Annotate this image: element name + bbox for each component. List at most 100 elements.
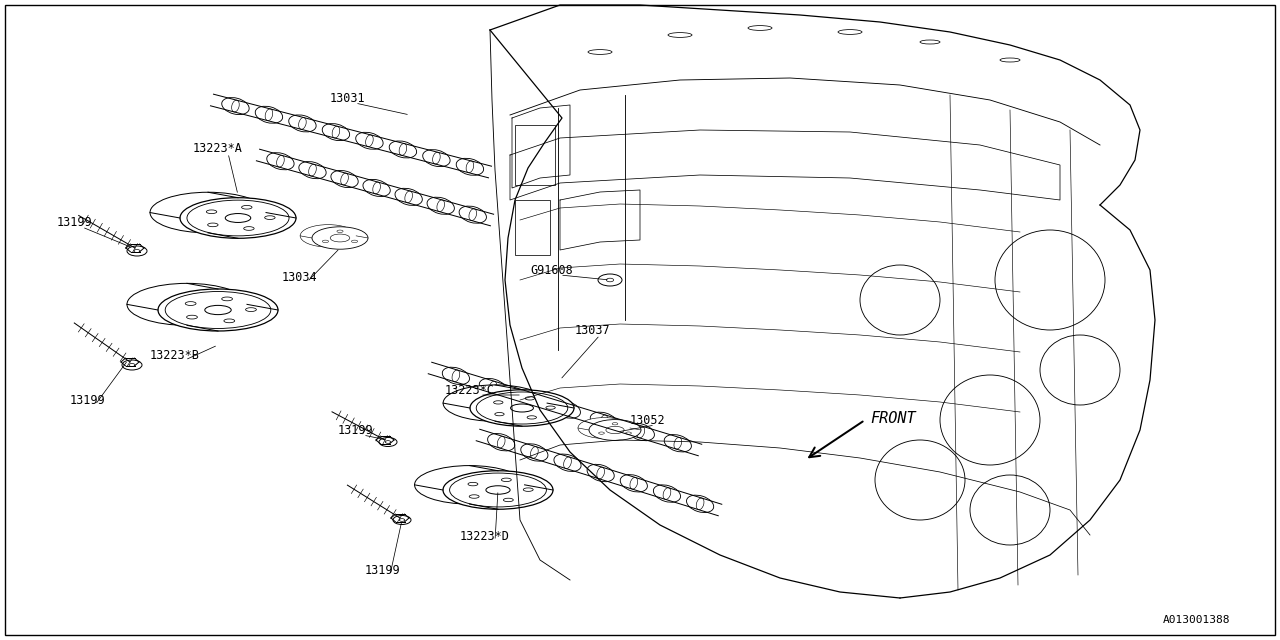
Ellipse shape xyxy=(600,415,608,427)
Ellipse shape xyxy=(503,498,513,502)
Ellipse shape xyxy=(323,240,329,243)
Ellipse shape xyxy=(150,192,266,233)
Ellipse shape xyxy=(265,216,275,220)
Ellipse shape xyxy=(298,161,326,179)
Ellipse shape xyxy=(675,437,682,449)
Ellipse shape xyxy=(340,173,348,185)
Ellipse shape xyxy=(664,435,691,452)
Ellipse shape xyxy=(330,234,349,242)
Ellipse shape xyxy=(511,404,534,412)
Ellipse shape xyxy=(488,433,515,451)
Text: 13034: 13034 xyxy=(282,271,317,284)
Ellipse shape xyxy=(399,143,407,156)
Ellipse shape xyxy=(396,188,422,205)
Ellipse shape xyxy=(266,153,294,170)
Ellipse shape xyxy=(443,385,547,421)
Ellipse shape xyxy=(470,390,573,426)
Ellipse shape xyxy=(596,467,604,479)
Ellipse shape xyxy=(224,319,234,323)
Ellipse shape xyxy=(127,284,247,325)
Ellipse shape xyxy=(389,141,416,158)
Ellipse shape xyxy=(470,495,479,499)
Ellipse shape xyxy=(276,156,284,167)
Ellipse shape xyxy=(129,364,134,367)
Ellipse shape xyxy=(186,301,196,305)
Ellipse shape xyxy=(332,170,358,188)
Ellipse shape xyxy=(385,441,390,444)
Ellipse shape xyxy=(422,150,451,166)
Ellipse shape xyxy=(607,278,613,282)
Ellipse shape xyxy=(337,230,343,232)
Ellipse shape xyxy=(443,367,470,385)
Ellipse shape xyxy=(255,106,283,124)
Ellipse shape xyxy=(232,100,239,112)
Ellipse shape xyxy=(122,360,142,370)
Ellipse shape xyxy=(379,438,397,447)
Ellipse shape xyxy=(352,240,357,243)
Ellipse shape xyxy=(456,158,484,175)
Ellipse shape xyxy=(298,118,306,129)
Ellipse shape xyxy=(579,417,630,438)
Ellipse shape xyxy=(134,250,140,253)
Ellipse shape xyxy=(300,225,356,247)
Ellipse shape xyxy=(364,179,390,196)
Ellipse shape xyxy=(246,308,256,312)
Ellipse shape xyxy=(621,475,648,492)
Ellipse shape xyxy=(207,223,218,227)
Ellipse shape xyxy=(399,518,404,522)
Ellipse shape xyxy=(366,135,374,147)
Ellipse shape xyxy=(479,378,507,396)
Text: 13037: 13037 xyxy=(575,323,611,337)
Ellipse shape xyxy=(180,198,296,238)
Ellipse shape xyxy=(686,495,714,513)
Ellipse shape xyxy=(312,227,369,249)
Text: 13052: 13052 xyxy=(630,413,666,426)
Text: 13223*B: 13223*B xyxy=(150,349,200,362)
Ellipse shape xyxy=(468,209,476,221)
Text: A013001388: A013001388 xyxy=(1162,615,1230,625)
Ellipse shape xyxy=(527,416,536,419)
Ellipse shape xyxy=(653,485,681,502)
Ellipse shape xyxy=(452,370,460,381)
Ellipse shape xyxy=(356,132,383,149)
Ellipse shape xyxy=(157,289,278,331)
Ellipse shape xyxy=(521,444,548,461)
Ellipse shape xyxy=(225,214,251,223)
Ellipse shape xyxy=(516,390,544,407)
Ellipse shape xyxy=(443,471,553,509)
Ellipse shape xyxy=(308,164,316,176)
Ellipse shape xyxy=(599,432,604,435)
Ellipse shape xyxy=(265,109,273,120)
Ellipse shape xyxy=(524,488,534,492)
Ellipse shape xyxy=(206,210,216,214)
Ellipse shape xyxy=(498,436,506,448)
Ellipse shape xyxy=(243,227,255,230)
Ellipse shape xyxy=(332,126,339,138)
Text: G91608: G91608 xyxy=(530,264,572,276)
Ellipse shape xyxy=(495,413,504,416)
Ellipse shape xyxy=(468,483,477,486)
Ellipse shape xyxy=(221,297,233,301)
Text: 13223*D: 13223*D xyxy=(460,529,509,543)
Ellipse shape xyxy=(526,392,534,404)
Ellipse shape xyxy=(545,406,556,410)
Bar xyxy=(515,200,550,255)
Ellipse shape xyxy=(525,397,535,400)
Ellipse shape xyxy=(486,486,511,494)
Ellipse shape xyxy=(323,124,349,141)
Ellipse shape xyxy=(221,97,250,115)
Ellipse shape xyxy=(502,478,511,481)
Text: 13223*A: 13223*A xyxy=(193,141,243,154)
Ellipse shape xyxy=(590,412,617,429)
Text: 13031: 13031 xyxy=(330,92,366,104)
Ellipse shape xyxy=(428,197,454,214)
Ellipse shape xyxy=(630,477,637,489)
Ellipse shape xyxy=(242,205,252,209)
Ellipse shape xyxy=(466,161,474,173)
Ellipse shape xyxy=(554,454,581,472)
Ellipse shape xyxy=(460,206,486,223)
Ellipse shape xyxy=(494,401,503,404)
Ellipse shape xyxy=(696,498,704,509)
Bar xyxy=(515,125,556,185)
Text: 13223*C: 13223*C xyxy=(445,383,495,397)
